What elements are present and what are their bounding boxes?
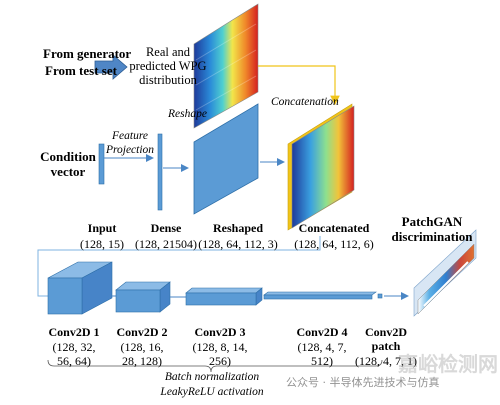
distribution-label-1: Real and xyxy=(145,45,191,59)
stage-dense-shape: (128, 21504) xyxy=(135,237,197,251)
feature-projection-annotation-2: Projection xyxy=(105,144,155,156)
condition-label-1: Condition xyxy=(40,149,96,164)
conv1-name: Conv2D 1 xyxy=(48,325,100,339)
from-testset-label: From test set xyxy=(45,63,117,78)
conv2-shape-1: (128, 16, xyxy=(120,340,164,354)
conv4-shape-2: 512) xyxy=(311,354,333,368)
reshape-annotation: Reshape xyxy=(168,108,207,120)
conv-patch-name-2: patch xyxy=(371,339,401,353)
wpg-distribution-map xyxy=(193,3,259,129)
brand-watermark: 嘉峪检测网 xyxy=(398,352,498,376)
conv4-shape-1: (128, 4, 7, xyxy=(297,340,347,354)
stage-input-name: Input xyxy=(87,221,117,235)
from-generator-label: From generator xyxy=(43,46,132,61)
batch-normalization-label: Batch normalization xyxy=(164,371,260,383)
stage-reshaped-name: Reshaped xyxy=(212,221,263,235)
conv2-shape-2: 28, 128) xyxy=(122,354,162,368)
wechat-watermark: 公众号 · 半导体先进技术与仿真 xyxy=(286,376,440,389)
patchgan-label-1: PatchGAN xyxy=(401,214,463,229)
concatenation-annotation: Concatenation xyxy=(271,96,339,108)
conv1-shape-2: 56, 64) xyxy=(57,354,91,368)
distribution-label-3: distribution xyxy=(139,73,197,87)
conv1-shape-1: (128, 32, xyxy=(52,340,96,354)
concat-to-conv-connector xyxy=(37,236,321,297)
conv2d-4-block xyxy=(263,291,377,300)
dense-layer-bar xyxy=(157,133,163,211)
batchnorm-bracket xyxy=(47,359,383,373)
conv2d-3-block xyxy=(185,287,263,306)
input-block-arrow xyxy=(94,54,128,80)
conv2-name: Conv2D 2 xyxy=(116,325,168,339)
condition-label-2: vector xyxy=(50,164,86,179)
stage-reshaped-shape: (128, 64, 112, 3) xyxy=(198,237,278,251)
condition-vector-bar xyxy=(98,143,105,185)
conv3-name: Conv2D 3 xyxy=(194,325,246,339)
conv-patch-name-1: Conv2D xyxy=(364,325,407,339)
conv3-shape-2: 256) xyxy=(209,354,231,368)
patchgan-output-map xyxy=(413,229,477,317)
reshaped-tensor xyxy=(193,103,259,215)
concatenation-path xyxy=(258,65,340,106)
feature-projection-annotation-1: Feature xyxy=(112,130,148,142)
concatenated-tensor xyxy=(287,103,355,231)
stage-input-shape: (128, 15) xyxy=(80,237,124,251)
stage-concatenated-name: Concatenated xyxy=(298,221,370,235)
stage-concatenated-shape: (128, 64, 112, 6) xyxy=(294,237,374,251)
distribution-label-2: predicted WPG xyxy=(129,59,207,73)
conv2d-patch-block xyxy=(377,293,383,299)
conv-patch-shape: (128, 4, 7, 1) xyxy=(355,354,417,368)
conv3-shape-1: (128, 8, 14, xyxy=(192,340,248,354)
patchgan-label-2: discrimination xyxy=(391,229,473,244)
conv2d-1-block xyxy=(47,261,113,315)
stage-dense-name: Dense xyxy=(150,221,182,235)
conv2d-2-block xyxy=(115,281,171,313)
conv4-name: Conv2D 4 xyxy=(296,325,348,339)
leakyrelu-label: LeakyReLU activation xyxy=(160,386,264,398)
